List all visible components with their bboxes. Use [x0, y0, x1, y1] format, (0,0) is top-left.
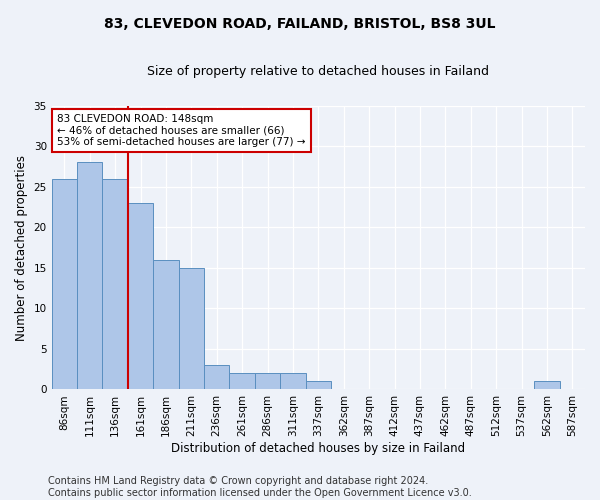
Y-axis label: Number of detached properties: Number of detached properties: [15, 154, 28, 340]
Text: 83 CLEVEDON ROAD: 148sqm
← 46% of detached houses are smaller (66)
53% of semi-d: 83 CLEVEDON ROAD: 148sqm ← 46% of detach…: [57, 114, 305, 148]
Bar: [305, 382, 331, 390]
Bar: [153, 260, 179, 390]
Text: 83, CLEVEDON ROAD, FAILAND, BRISTOL, BS8 3UL: 83, CLEVEDON ROAD, FAILAND, BRISTOL, BS8…: [104, 18, 496, 32]
Bar: [280, 373, 305, 390]
Title: Size of property relative to detached houses in Failand: Size of property relative to detached ho…: [148, 65, 490, 78]
Bar: [179, 268, 204, 390]
X-axis label: Distribution of detached houses by size in Failand: Distribution of detached houses by size …: [171, 442, 466, 455]
Bar: [229, 373, 255, 390]
Bar: [77, 162, 103, 390]
Text: Contains HM Land Registry data © Crown copyright and database right 2024.
Contai: Contains HM Land Registry data © Crown c…: [48, 476, 472, 498]
Bar: [534, 382, 560, 390]
Bar: [255, 373, 280, 390]
Bar: [128, 203, 153, 390]
Bar: [204, 365, 229, 390]
Bar: [52, 178, 77, 390]
Bar: [103, 178, 128, 390]
